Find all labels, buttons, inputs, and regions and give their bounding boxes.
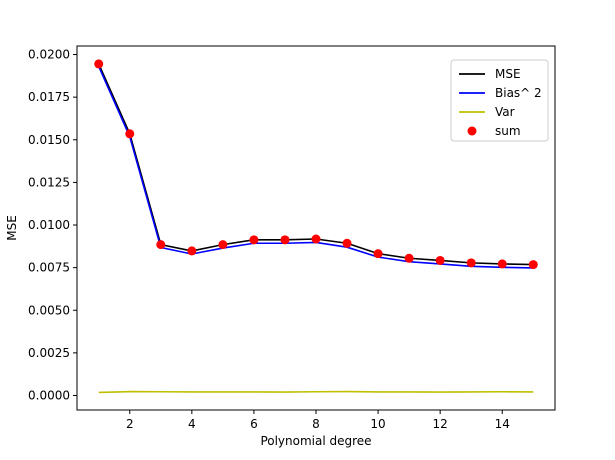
y-tick-label: 0.0150 [28, 133, 70, 147]
x-tick-label: 8 [312, 417, 320, 431]
series-point-sum [218, 240, 228, 250]
series-point-sum [156, 240, 166, 250]
y-axis-ticks: 0.0000 0.0025 0.0050 0.0075 0.0100 0.0125 0.01… [28, 48, 77, 403]
series-point-sum [187, 246, 197, 256]
x-tick-label: 12 [433, 417, 448, 431]
legend-swatch [467, 126, 477, 136]
y-tick-label: 0.0175 [28, 90, 70, 104]
series-point-sum [466, 258, 476, 268]
y-axis-title: MSE [5, 215, 19, 241]
y-tick-label: 0.0025 [28, 346, 70, 360]
x-tick-label: 4 [188, 417, 196, 431]
series-layer [94, 59, 538, 394]
series-point-sum [435, 255, 445, 265]
x-tick-label: 2 [126, 417, 134, 431]
legend-label: Var [495, 105, 515, 119]
x-tick-label: 6 [250, 417, 258, 431]
series-point-sum [404, 253, 414, 263]
x-tick-label: 14 [495, 417, 510, 431]
y-tick-label: 0.0100 [28, 218, 70, 232]
series-point-sum [94, 59, 104, 69]
series-point-sum [311, 234, 321, 244]
y-tick-label: 0.0050 [28, 303, 70, 317]
y-tick-label: 0.0200 [28, 48, 70, 62]
legend: MSE Bias^ 2 Var sum [450, 59, 549, 142]
series-point-sum [280, 235, 290, 245]
y-tick-label: 0.0000 [28, 389, 70, 403]
series-point-sum [342, 238, 352, 248]
x-axis-title: Polynomial degree [260, 434, 371, 448]
y-tick-label: 0.0075 [28, 261, 70, 275]
series-point-sum [528, 260, 538, 270]
series-line-var [98, 390, 534, 394]
legend-label: sum [495, 124, 521, 138]
x-tick-label: 10 [370, 417, 385, 431]
series-point-sum [373, 249, 383, 259]
legend-label: Bias^ 2 [495, 86, 542, 100]
legend-label: MSE [495, 67, 521, 81]
y-tick-label: 0.0125 [28, 175, 70, 189]
legend-box [450, 59, 549, 142]
series-point-sum [125, 129, 135, 139]
x-axis-ticks: 2 4 6 8 10 12 14 [126, 410, 510, 431]
series-point-sum [249, 235, 259, 245]
series-point-sum [497, 259, 507, 269]
